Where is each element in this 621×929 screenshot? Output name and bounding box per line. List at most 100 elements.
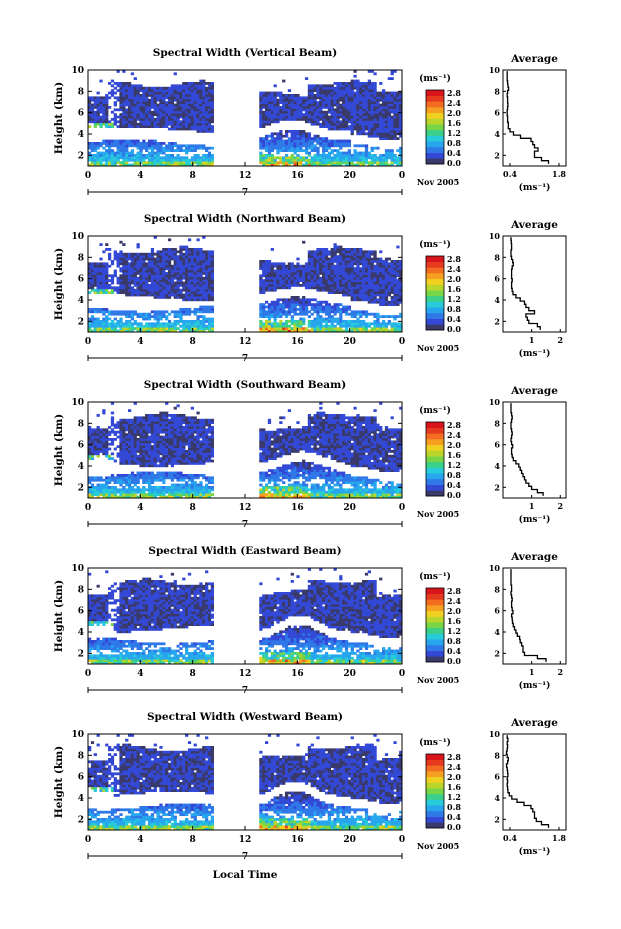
heatmap-cell [279, 149, 283, 152]
heatmap-cell [185, 110, 189, 114]
heatmap-cell [162, 113, 166, 116]
heatmap-cell [347, 324, 352, 328]
heatmap-cell [159, 324, 163, 328]
heatmap-cell [393, 94, 397, 97]
heatmap-cell [359, 267, 363, 270]
heatmap-cell [205, 320, 209, 323]
heatmap-cell [156, 281, 160, 285]
heatmap-cell [284, 324, 289, 328]
heatmap-cell [264, 94, 269, 97]
heatmap-cell [116, 279, 120, 282]
heatmap-cell [296, 257, 300, 261]
heatmap-cell [207, 82, 212, 85]
heatmap-cell [304, 303, 309, 306]
heatmap-cell [165, 255, 169, 258]
heatmap-cell [296, 137, 300, 140]
heatmap-cell [105, 142, 109, 145]
x-tick-label: 20 [343, 337, 356, 347]
heatmap-cell [207, 103, 212, 107]
heatmap-cell [344, 264, 349, 268]
heatmap-cell [313, 269, 317, 273]
heatmap-cell [136, 255, 140, 258]
heatmap-cell [270, 149, 274, 152]
heatmap-cell [99, 264, 103, 268]
heatmap-cell [356, 284, 360, 287]
heatmap-cell [190, 281, 195, 285]
heatmap-cell [102, 163, 106, 167]
heatmap-cell [284, 286, 289, 290]
heatmap-cell [324, 322, 329, 326]
heatmap-cell [210, 101, 214, 104]
heatmap-cell [110, 288, 115, 292]
heatmap-cell [362, 103, 366, 107]
heatmap-cell [293, 158, 297, 162]
heatmap-cell [362, 94, 366, 97]
heatmap-cell [310, 255, 314, 258]
heatmap-cell [273, 327, 277, 330]
heatmap-cell [373, 108, 377, 112]
heatmap-cell [107, 252, 112, 256]
heatmap-cell [282, 144, 286, 148]
heatmap-cell [193, 291, 197, 294]
heatmap-cell [390, 284, 394, 287]
heatmap-cell [339, 142, 343, 145]
heatmap-cell [282, 94, 286, 97]
heatmap-cell [125, 260, 129, 263]
heatmap-cell [259, 327, 263, 330]
heatmap-cell [396, 296, 400, 299]
heatmap-cell [199, 130, 203, 133]
heatmap-cell [284, 274, 289, 278]
heatmap-cell [390, 163, 394, 167]
heatmap-cell [276, 142, 280, 145]
heatmap-cell [105, 327, 109, 330]
heatmap-cell [327, 163, 332, 167]
heatmap-cell [393, 115, 397, 119]
heatmap-cell [359, 84, 363, 88]
heatmap-cell [370, 82, 374, 85]
heatmap-cell [99, 154, 103, 157]
heatmap-cell [279, 134, 283, 138]
heatmap-cell [316, 151, 320, 155]
heatmap-cell [182, 322, 186, 326]
avg-y-tick-label: 2 [494, 316, 500, 326]
heatmap-cell [102, 103, 106, 107]
heatmap-cell [170, 127, 175, 131]
heatmap-cell [339, 89, 343, 92]
heatmap-cell [284, 156, 289, 160]
heatmap-cell [142, 267, 146, 270]
heatmap-cell [339, 279, 343, 282]
heatmap-cell [205, 257, 209, 261]
heatmap-cell [162, 108, 166, 112]
heatmap-cell [99, 103, 103, 107]
heatmap-cell [356, 329, 360, 333]
heatmap-cell [179, 96, 183, 100]
heatmap-cell [259, 120, 263, 124]
heatmap-cell [362, 86, 366, 90]
heatmap-cell [359, 279, 363, 282]
heatmap-cell [205, 149, 209, 152]
heatmap-cell [327, 151, 332, 155]
heatmap-cell [156, 108, 160, 112]
heatmap-cell [264, 320, 269, 323]
heatmap-cell [185, 146, 189, 150]
heatmap-cell [324, 86, 329, 90]
heatmap-cell [185, 288, 189, 292]
heatmap-cell [316, 288, 320, 292]
heatmap-cell [296, 156, 300, 160]
heatmap-cell [396, 108, 400, 112]
heatmap-cell [173, 113, 177, 116]
heatmap-cell [293, 113, 297, 116]
heatmap-cell [342, 122, 346, 126]
heatmap-cell [347, 291, 352, 294]
heatmap-cell [88, 96, 92, 100]
heatmap-cell [290, 156, 294, 160]
heatmap-cell [359, 284, 363, 287]
heatmap-cell [105, 158, 109, 162]
heatmap-cell [362, 118, 366, 121]
heatmap-cell [116, 262, 120, 266]
heatmap-cell [107, 274, 112, 278]
heatmap-cell [347, 274, 352, 278]
heatmap-cell [133, 110, 137, 114]
heatmap-cell [125, 82, 129, 85]
